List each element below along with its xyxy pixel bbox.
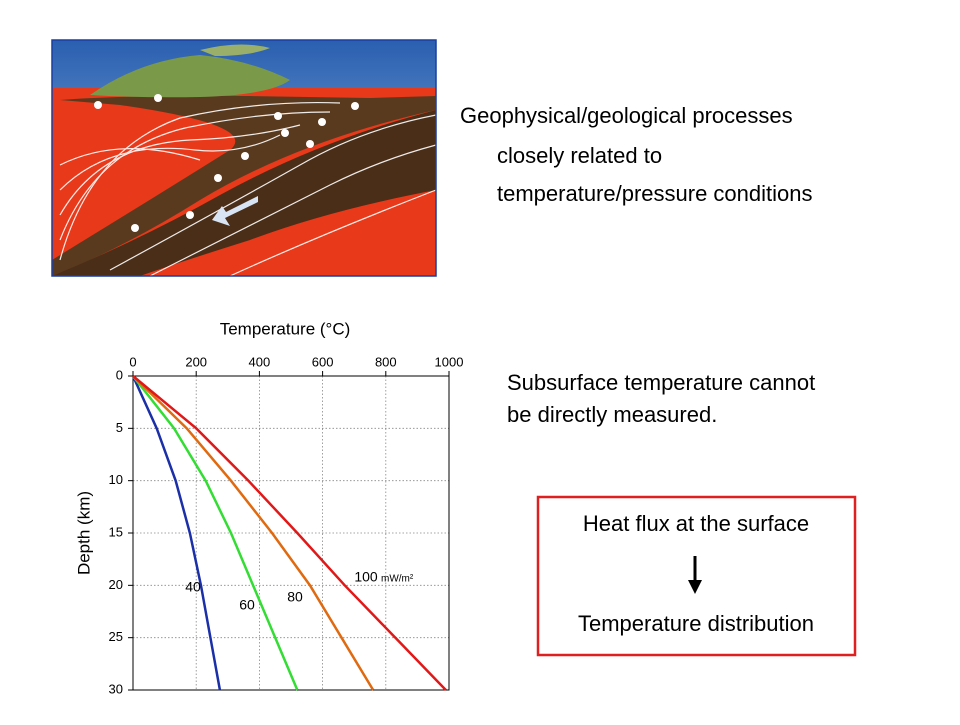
y-tick-label: 25 bbox=[109, 629, 123, 644]
heading-line: closely related to bbox=[497, 143, 662, 168]
note-line: Subsurface temperature cannot bbox=[507, 370, 815, 395]
callout-box bbox=[536, 495, 857, 657]
series-label: 80 bbox=[287, 589, 303, 605]
box-top: Heat flux at the surface bbox=[583, 511, 809, 536]
x-axis-title: Temperature (°C) bbox=[220, 319, 351, 338]
geotherm-line bbox=[132, 375, 447, 691]
subduction-illustration bbox=[51, 39, 437, 277]
y-tick-label: 15 bbox=[109, 524, 123, 539]
plot-frame bbox=[132, 375, 450, 691]
x-tick-label: 1000 bbox=[435, 354, 464, 369]
geotherm-line bbox=[131, 375, 222, 691]
geotherm-line bbox=[132, 375, 299, 691]
x-tick-label: 400 bbox=[249, 354, 271, 369]
note-line: be directly measured. bbox=[507, 402, 717, 427]
geotherm-line bbox=[132, 375, 375, 691]
unit-label: mW/m² bbox=[381, 574, 414, 585]
y-tick-label: 5 bbox=[116, 420, 123, 435]
series-label: 40 bbox=[185, 579, 201, 595]
x-tick-label: 600 bbox=[312, 354, 334, 369]
y-axis-title: Depth (km) bbox=[74, 491, 93, 575]
y-tick-label: 20 bbox=[109, 577, 123, 592]
series-label: 100 bbox=[354, 569, 378, 585]
y-tick-label: 10 bbox=[109, 472, 123, 487]
series-label: 60 bbox=[239, 597, 255, 613]
heading-line: temperature/pressure conditions bbox=[497, 181, 813, 206]
arrow-head bbox=[688, 580, 702, 594]
y-tick-label: 30 bbox=[109, 681, 123, 696]
y-tick-label: 0 bbox=[116, 367, 123, 382]
box-bottom: Temperature distribution bbox=[578, 611, 814, 636]
x-tick-label: 0 bbox=[129, 354, 136, 369]
x-tick-label: 800 bbox=[375, 354, 397, 369]
heading-line: Geophysical/geological processes bbox=[460, 103, 793, 128]
x-tick-label: 200 bbox=[185, 354, 207, 369]
geotherm-chart: 0 200 400 600 800 1000 0 5 10 15 20 25 30 40 60 80 100 mW… bbox=[109, 354, 464, 696]
